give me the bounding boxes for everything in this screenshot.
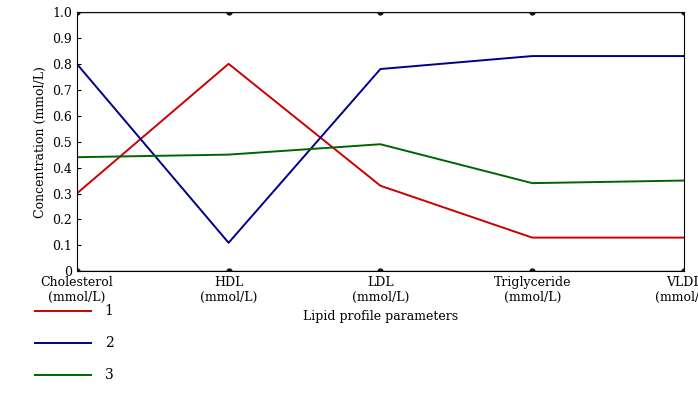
- 3: [680, 178, 688, 183]
- Line: 2: 2: [77, 56, 684, 243]
- Text: 2: 2: [105, 336, 114, 350]
- 1: [73, 191, 81, 196]
- 3: [376, 142, 385, 147]
- 1: [225, 61, 233, 66]
- Y-axis label: Concentration (mmol/L): Concentration (mmol/L): [34, 66, 47, 217]
- 3: [528, 181, 536, 186]
- Line: 1: 1: [77, 64, 684, 238]
- Text: 3: 3: [105, 368, 114, 382]
- 2: [680, 54, 688, 59]
- 2: [528, 54, 536, 59]
- 2: [376, 67, 385, 71]
- 1: [528, 235, 536, 240]
- Text: 1: 1: [105, 304, 114, 318]
- X-axis label: Lipid profile parameters: Lipid profile parameters: [303, 310, 458, 323]
- 2: [73, 61, 81, 66]
- 3: [225, 152, 233, 157]
- 3: [73, 155, 81, 160]
- 2: [225, 240, 233, 245]
- 1: [376, 184, 385, 188]
- Line: 3: 3: [77, 144, 684, 183]
- 1: [680, 235, 688, 240]
